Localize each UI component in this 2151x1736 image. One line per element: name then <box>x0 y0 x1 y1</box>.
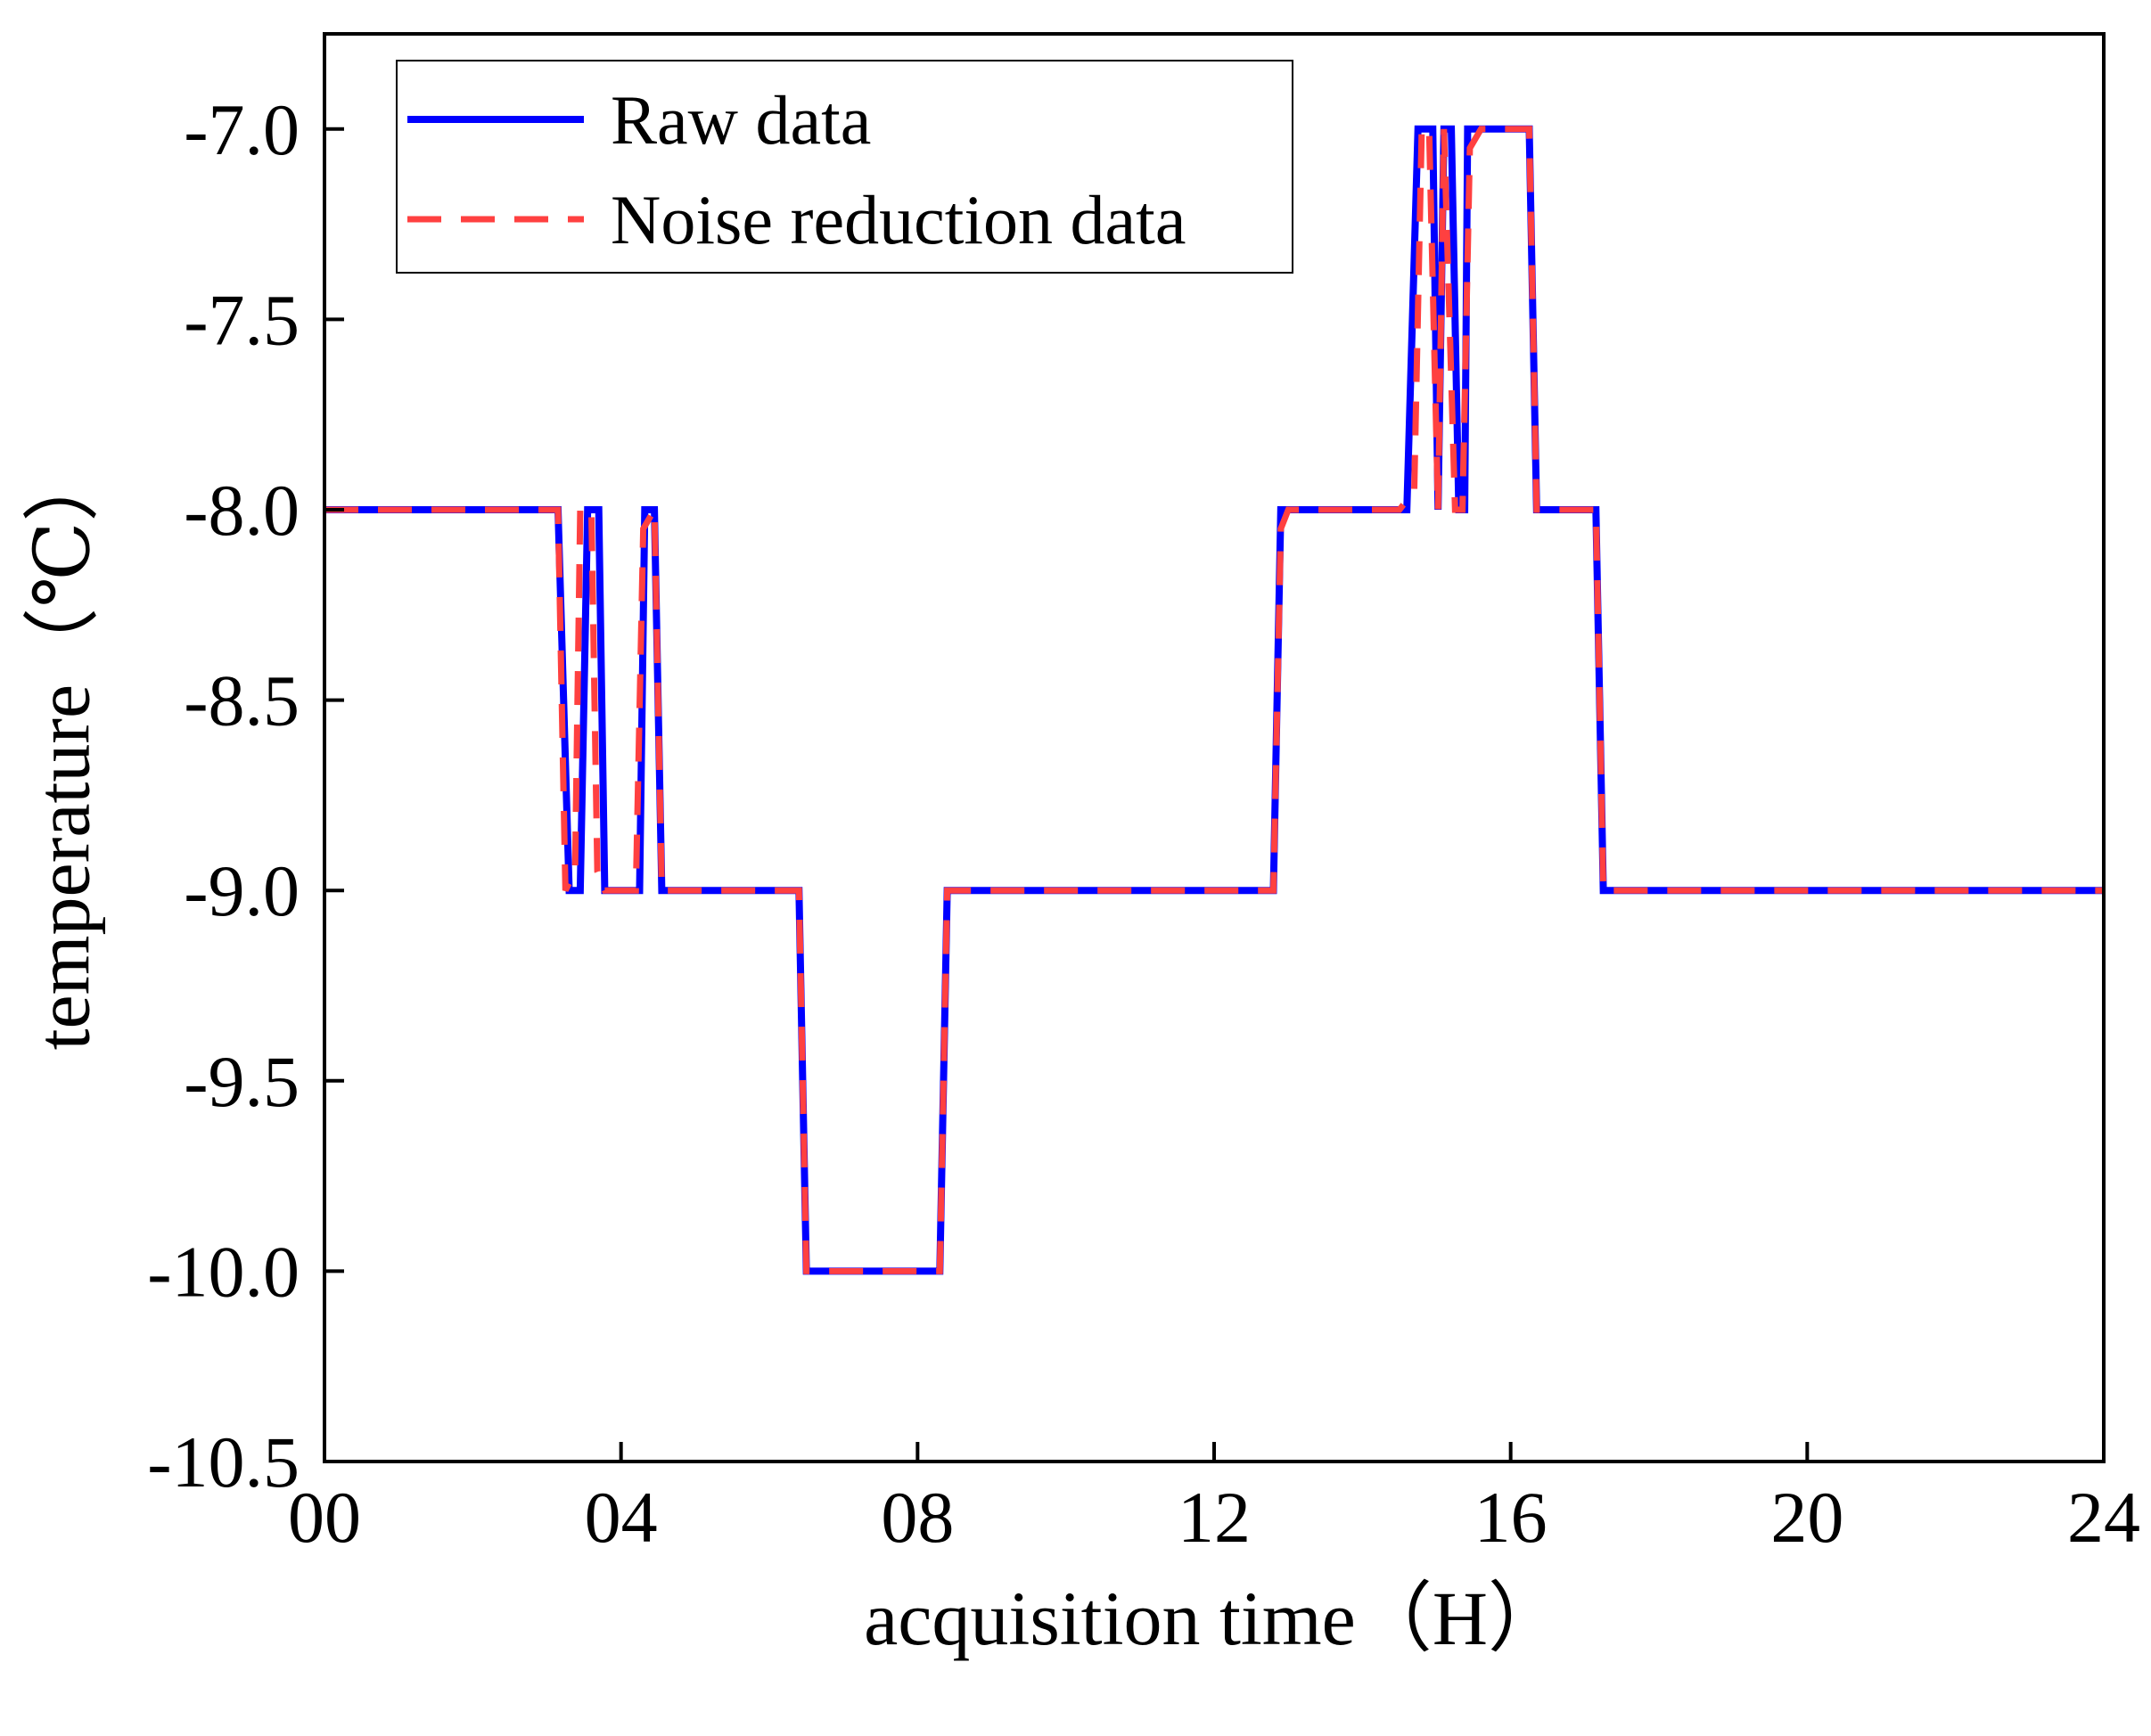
x-axis-ticks: 00 04 08 12 16 20 24 <box>288 1442 2140 1558</box>
x-tick-label: 24 <box>2067 1477 2140 1558</box>
legend-label-noise-reduction-data: Noise reduction data <box>611 181 1186 258</box>
x-tick-label: 00 <box>288 1477 361 1558</box>
y-tick-label: -8.5 <box>184 660 300 741</box>
series-layer <box>324 125 2104 1275</box>
x-tick-label: 16 <box>1474 1477 1548 1558</box>
y-tick-label: -9.5 <box>184 1041 300 1122</box>
y-axis-ticks: -10.5 -10.0 -9.5 -9.0 -8.5 -8.0 -7.5 -7.0 <box>147 89 344 1503</box>
legend-label-raw-data: Raw data <box>611 81 871 159</box>
y-tick-label: -7.0 <box>184 89 300 170</box>
legend-box <box>396 60 1293 274</box>
y-tick-label: -7.5 <box>184 279 300 360</box>
y-tick-label: -8.0 <box>184 470 300 551</box>
y-tick-label: -10.5 <box>147 1421 300 1503</box>
y-tick-label: -10.0 <box>147 1231 300 1312</box>
x-axis-title: acquisition time（H） <box>864 1576 1564 1661</box>
y-tick-label: -9.0 <box>184 850 300 931</box>
y-axis-title: temperature（℃） <box>21 446 106 1051</box>
x-tick-label: 20 <box>1770 1477 1843 1558</box>
series-line-raw-data <box>324 125 2104 1275</box>
legend: Raw data Noise reduction data <box>396 60 1293 274</box>
x-tick-label: 12 <box>1178 1477 1251 1558</box>
x-tick-label: 04 <box>585 1477 658 1558</box>
x-tick-label: 08 <box>881 1477 954 1558</box>
series-line-noise-reduction-data <box>324 126 2104 1274</box>
